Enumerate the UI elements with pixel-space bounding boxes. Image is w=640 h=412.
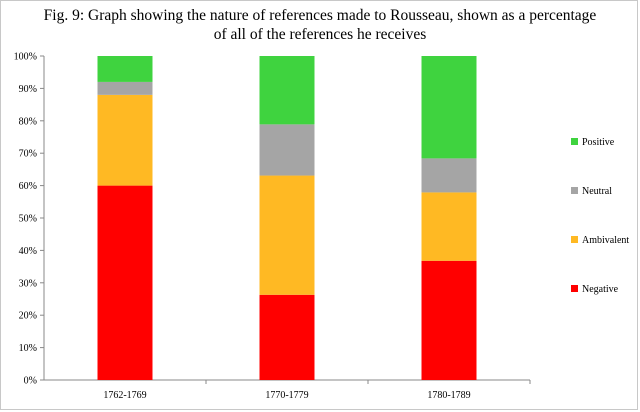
y-tick-label: 100% (14, 52, 37, 63)
legend-label-neutral: Neutral (582, 186, 612, 197)
bar-segment-ambivalent (421, 192, 477, 261)
legend-label-negative: Negative (582, 284, 619, 295)
legend-swatch-ambivalent (571, 236, 578, 243)
legend-swatch-negative (571, 285, 578, 292)
x-tick-label: 1780-1789 (427, 390, 470, 401)
y-tick-label: 40% (19, 246, 37, 257)
legend-swatch-positive (571, 138, 578, 145)
chart-title-line-1: Fig. 9: Graph showing the nature of refe… (43, 7, 597, 24)
bar-segment-ambivalent (97, 94, 153, 186)
bar-segment-negative (421, 260, 477, 380)
y-tick-label: 20% (19, 311, 37, 322)
legend-label-ambivalent: Ambivalent (582, 235, 629, 246)
y-tick-label: 80% (19, 116, 37, 127)
y-tick-label: 70% (19, 149, 37, 160)
bar-segment-neutral (97, 81, 153, 95)
y-tick-label: 0% (24, 376, 37, 387)
y-tick-label: 60% (19, 181, 37, 192)
bar-segment-neutral (259, 124, 315, 176)
bar-segment-negative (259, 294, 315, 380)
y-tick-label: 90% (19, 84, 37, 95)
bar-segment-positive (259, 56, 315, 125)
chart-title-line-2: of all of the references he receives (213, 26, 427, 43)
x-tick-label: 1770-1779 (265, 390, 308, 401)
x-tick-label: 1762-1769 (103, 390, 146, 401)
bar-segment-ambivalent (259, 175, 315, 295)
bar-segment-negative (97, 185, 153, 380)
bar-segment-positive (421, 56, 477, 159)
bar-segment-positive (97, 56, 153, 82)
y-tick-label: 30% (19, 278, 37, 289)
y-tick-label: 50% (19, 214, 37, 225)
y-tick-label: 10% (19, 343, 37, 354)
legend-swatch-neutral (571, 187, 578, 194)
legend-label-positive: Positive (582, 137, 615, 148)
chart-title: Fig. 9: Graph showing the nature of refe… (0, 6, 640, 44)
bar-segment-neutral (421, 158, 477, 193)
